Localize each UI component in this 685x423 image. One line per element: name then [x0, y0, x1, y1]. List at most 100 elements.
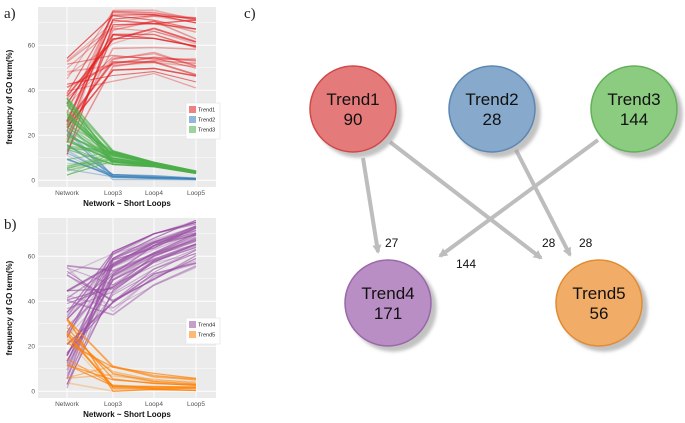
- series-line-trend4: [66, 245, 197, 310]
- chart-a-x-axis-title: Network ~ Short Loops: [83, 199, 171, 208]
- series-line-trend4: [66, 223, 197, 364]
- legend-label-trend3: Trend3: [198, 128, 215, 134]
- series-line-trend1: [66, 30, 197, 76]
- series-line-trend5: [66, 364, 197, 387]
- series-line-trend3: [66, 98, 197, 174]
- series-line-trend4: [66, 263, 197, 313]
- series-line-trend4: [66, 233, 197, 320]
- y-tick-label: 60: [28, 254, 36, 261]
- series-line-trend2: [66, 154, 197, 181]
- node-trend3: Trend3 144: [590, 65, 678, 153]
- node-trend1-name: Trend1: [326, 90, 379, 109]
- series-line-trend4: [66, 243, 197, 362]
- series-line-trend3: [66, 121, 197, 175]
- x-tick-label: Loop5: [187, 190, 205, 197]
- x-tick-label: Loop3: [104, 190, 122, 197]
- panel-label-b: b): [4, 217, 17, 233]
- series-line-trend4: [66, 246, 197, 292]
- series-line-trend1: [66, 72, 197, 92]
- node-trend2-name: Trend2: [465, 90, 518, 109]
- x-tick-label: Loop3: [104, 401, 122, 408]
- panel-label-a: a): [4, 6, 16, 22]
- series-line-trend1: [66, 61, 197, 123]
- chart-a: 0 20 40 60 Network Loop3 Loop4 Loop5 Network ~ …: [5, 7, 221, 208]
- series-line-trend5: [66, 382, 197, 392]
- chart-a-y-axis-title: frequency of GO term(%): [5, 49, 14, 144]
- series-line-trend2: [66, 144, 197, 180]
- series-line-trend4: [66, 232, 197, 293]
- chart-b-lines: [66, 219, 197, 392]
- legend-swatch-trend2: [189, 116, 196, 123]
- y-tick-label: 40: [28, 88, 36, 95]
- series-line-trend5: [66, 332, 197, 385]
- series-line-trend5: [66, 362, 197, 384]
- series-line-trend4: [66, 226, 197, 374]
- legend-swatch-trend1: [189, 106, 196, 113]
- y-tick-label: 0: [31, 178, 35, 185]
- series-line-trend3: [66, 123, 197, 173]
- node-trend3-count: 144: [620, 110, 648, 129]
- legend-swatch-trend4: [189, 321, 196, 328]
- node-trend2: Trend2 28: [448, 65, 536, 153]
- series-line-trend1: [66, 14, 197, 59]
- edge-label-trend2-to-trend5: 28: [579, 236, 593, 250]
- series-line-trend1: [66, 27, 197, 69]
- chart-b-x-axis-title: Network ~ Short Loops: [83, 410, 171, 419]
- node-trend1-count: 90: [344, 110, 363, 129]
- series-line-trend3: [66, 133, 197, 173]
- legend-label-trend4: Trend4: [198, 323, 215, 329]
- trend-transition-diagram: 27 28 28 144 Trend1 90 Trend2 28 Trend3 …: [309, 65, 678, 347]
- edge-label-trend1-to-trend5: 28: [542, 236, 556, 250]
- edge-trend3-to-trend4: [438, 138, 600, 258]
- x-tick-label: Loop4: [145, 401, 163, 408]
- chart-a-ticks: 0 20 40 60 Network Loop3 Loop4 Loop5: [28, 43, 206, 197]
- y-tick-label: 40: [28, 299, 36, 306]
- chart-b-ticks: 0 20 40 60 Network Loop3 Loop4 Loop5: [28, 254, 206, 408]
- series-line-trend5: [66, 318, 197, 381]
- series-line-trend4: [66, 248, 197, 286]
- series-line-trend4: [66, 249, 197, 376]
- series-line-trend1: [66, 54, 197, 65]
- series-line-trend4: [66, 225, 197, 371]
- edge-trend1-to-trend4: [361, 157, 382, 254]
- chart-a-legend: Trend1 Trend2 Trend3: [185, 102, 221, 140]
- series-line-trend4: [66, 249, 197, 355]
- series-line-trend4: [66, 244, 197, 304]
- edge-label-trend1-to-trend4: 27: [385, 236, 399, 250]
- series-line-trend2: [66, 158, 197, 180]
- node-trend5: Trend5 56: [555, 259, 643, 347]
- series-line-trend1: [66, 33, 197, 143]
- legend-label-trend5: Trend5: [198, 333, 215, 339]
- node-trend4-count: 171: [374, 304, 402, 323]
- legend-label-trend1: Trend1: [198, 108, 215, 114]
- series-line-trend2: [66, 129, 197, 180]
- x-tick-label: Loop4: [145, 190, 163, 197]
- legend-label-trend2: Trend2: [198, 118, 215, 124]
- series-line-trend5: [66, 342, 197, 380]
- series-line-trend1: [66, 71, 197, 85]
- diagram-edges: 27 28 28 144: [361, 138, 600, 271]
- chart-b-legend: Trend4 Trend5: [185, 317, 221, 345]
- series-line-trend5: [66, 333, 197, 392]
- series-line-trend4: [66, 239, 197, 335]
- series-line-trend1: [66, 15, 197, 62]
- series-line-trend4: [66, 240, 197, 301]
- node-trend1: Trend1 90: [309, 65, 397, 153]
- y-tick-label: 60: [28, 43, 36, 50]
- legend-swatch-trend5: [189, 331, 196, 338]
- series-line-trend4: [66, 232, 197, 337]
- series-line-trend1: [66, 15, 197, 132]
- edge-trend2-to-trend5: [514, 149, 572, 257]
- series-line-trend4: [66, 225, 197, 380]
- series-line-trend4: [66, 232, 197, 356]
- series-line-trend4: [66, 252, 197, 303]
- series-line-trend2: [66, 149, 197, 181]
- series-line-trend3: [66, 135, 197, 173]
- x-tick-label: Network: [55, 401, 80, 408]
- series-line-trend1: [66, 33, 197, 105]
- chart-a-lines: [66, 9, 197, 181]
- series-line-trend3: [66, 144, 197, 172]
- series-line-trend4: [66, 239, 197, 272]
- node-trend3-circle: [590, 65, 678, 153]
